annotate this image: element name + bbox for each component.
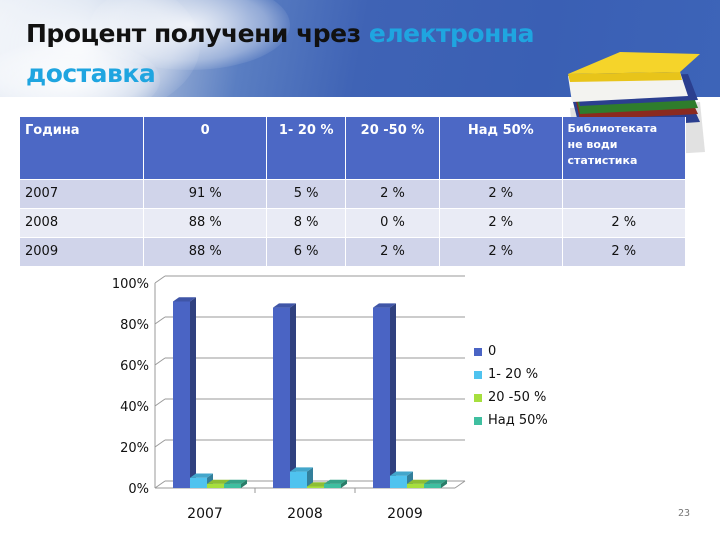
bar	[290, 467, 313, 488]
bar	[224, 479, 247, 488]
legend-swatch-icon	[474, 416, 482, 425]
legend-swatch-icon	[474, 347, 482, 356]
cell: 8 %	[266, 207, 346, 237]
title-highlight-line2: доставка	[26, 59, 156, 88]
legend-label: 1- 20 %	[488, 367, 539, 382]
bar	[390, 471, 413, 488]
legend-item: 1- 20 %	[474, 363, 548, 386]
cell: 0 %	[345, 207, 441, 237]
cell	[562, 178, 686, 208]
cell: 2 %	[439, 178, 563, 208]
cell-year: 2008	[20, 207, 144, 237]
bar	[273, 303, 296, 488]
cell: 88 %	[143, 236, 268, 266]
chart-legend: 0 1- 20 % 20 -50 % Над 50%	[474, 340, 548, 432]
y-tick-label: 0%	[128, 482, 149, 497]
cell-year: 2007	[20, 178, 144, 208]
header-zero: 0	[143, 117, 268, 179]
cell: 2 %	[562, 236, 686, 266]
table-row: 2008 88 % 8 % 0 % 2 % 2 %	[20, 207, 686, 237]
x-tick-label: 2009	[387, 506, 423, 522]
table-row: 2007 91 % 5 % 2 % 2 %	[20, 178, 686, 208]
bar	[373, 303, 396, 488]
y-tick-label: 80%	[120, 318, 149, 333]
y-tick-label: 100%	[112, 277, 149, 292]
cloud-decoration	[0, 40, 160, 120]
header-line: не води	[567, 138, 618, 151]
cell: 88 %	[143, 207, 268, 237]
data-table: Година 0 1- 20 % 20 -50 % Над 50% Библио…	[20, 117, 686, 266]
header-banner	[0, 0, 720, 120]
title-text: Процент получени чрез	[26, 19, 369, 48]
legend-label: 0	[488, 344, 497, 359]
cell: 2 %	[439, 207, 563, 237]
y-tick-label: 60%	[120, 359, 149, 374]
header-line: Библиотеката	[567, 122, 658, 135]
bar	[424, 479, 447, 488]
cell-year: 2009	[20, 236, 144, 266]
table-header-row: Година 0 1- 20 % 20 -50 % Над 50% Библио…	[20, 117, 686, 179]
x-tick-label: 2007	[187, 506, 223, 522]
legend-swatch-icon	[474, 393, 482, 402]
cell: 91 %	[143, 178, 268, 208]
page-number: 23	[678, 508, 691, 519]
legend-label: 20 -50 %	[488, 390, 547, 405]
bar	[324, 479, 347, 488]
legend-item: 20 -50 %	[474, 386, 548, 409]
cell: 2 %	[345, 178, 441, 208]
y-tick-label: 40%	[120, 400, 149, 415]
title-highlight: електронна	[368, 19, 535, 48]
header-1-20: 1- 20 %	[266, 117, 346, 179]
header-20-50: 20 -50 %	[345, 117, 441, 179]
legend-item: Над 50%	[474, 409, 548, 432]
legend-swatch-icon	[474, 370, 482, 379]
header-no-statistics: Библиотеката не води статистика	[562, 117, 686, 179]
header-over-50: Над 50%	[439, 117, 563, 179]
bar-chart: 0% 20% 40% 60% 80% 100% 2007 2008 2009	[112, 275, 466, 522]
slide-title: Процент получени чрез електронна доставк…	[26, 14, 535, 94]
cell: 6 %	[266, 236, 346, 266]
y-tick-label: 20%	[120, 441, 149, 456]
cell: 2 %	[562, 207, 686, 237]
bar	[173, 297, 196, 488]
header-year: Година	[20, 117, 144, 179]
legend-label: Над 50%	[488, 413, 548, 428]
cell: 5 %	[266, 178, 346, 208]
legend-item: 0	[474, 340, 548, 363]
table-row: 2009 88 % 6 % 2 % 2 % 2 %	[20, 236, 686, 266]
cell: 2 %	[439, 236, 563, 266]
cell: 2 %	[345, 236, 441, 266]
header-line: статистика	[567, 154, 638, 167]
x-tick-label: 2008	[287, 506, 323, 522]
